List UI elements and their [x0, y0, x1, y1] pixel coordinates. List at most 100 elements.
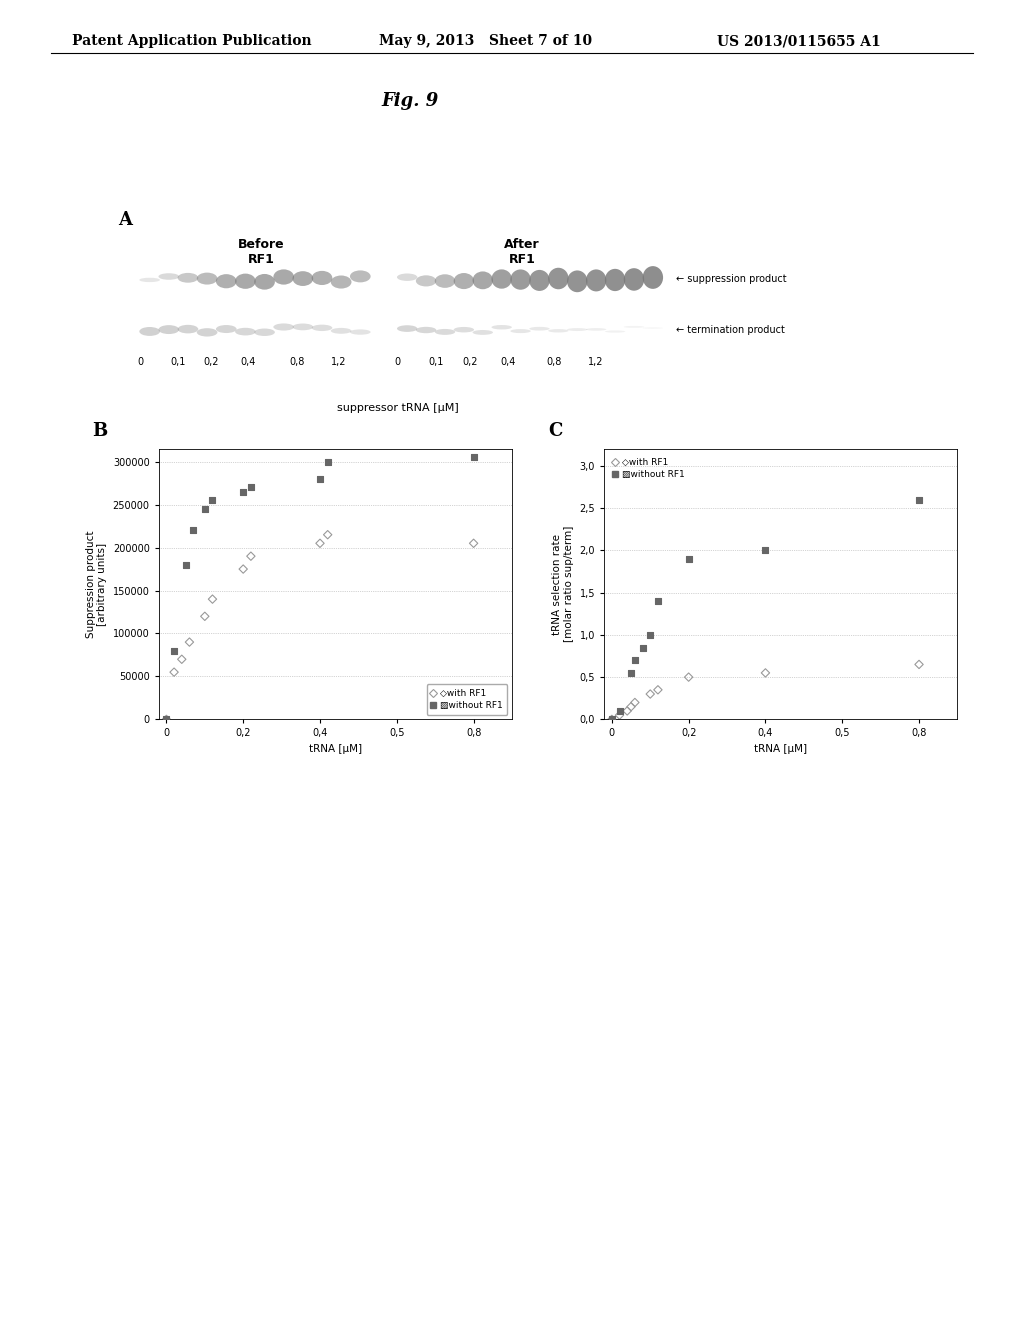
Point: [603, 709, 620, 730]
Text: 0,8: 0,8: [547, 356, 562, 367]
Text: ← suppression product: ← suppression product: [676, 275, 786, 284]
Ellipse shape: [216, 325, 237, 333]
Point: [611, 705, 628, 726]
Point: [311, 469, 328, 490]
Point: [158, 709, 174, 730]
Point: [465, 533, 482, 554]
Point: [911, 488, 928, 510]
Ellipse shape: [293, 323, 313, 330]
Point: [243, 477, 259, 498]
Point: [319, 451, 336, 473]
Ellipse shape: [159, 273, 179, 280]
Ellipse shape: [605, 269, 626, 292]
Ellipse shape: [416, 276, 436, 286]
Text: May 9, 2013   Sheet 7 of 10: May 9, 2013 Sheet 7 of 10: [379, 34, 592, 49]
Text: Fig. 9: Fig. 9: [381, 92, 438, 111]
X-axis label: tRNA [μM]: tRNA [μM]: [755, 744, 807, 754]
Point: [204, 589, 221, 610]
Ellipse shape: [350, 330, 371, 335]
Ellipse shape: [605, 330, 626, 333]
Point: [204, 490, 221, 511]
Ellipse shape: [435, 275, 456, 288]
Legend: ◇with RF1, ▨without RF1: ◇with RF1, ▨without RF1: [608, 453, 689, 484]
Text: US 2013/0115655 A1: US 2013/0115655 A1: [717, 34, 881, 49]
Point: [181, 631, 198, 652]
Text: 0: 0: [137, 356, 143, 367]
Text: 0,2: 0,2: [204, 356, 219, 367]
Text: After
RF1: After RF1: [505, 238, 540, 265]
Ellipse shape: [197, 273, 217, 285]
Text: Before
RF1: Before RF1: [238, 238, 285, 265]
Ellipse shape: [254, 329, 274, 337]
Ellipse shape: [472, 330, 493, 335]
Point: [618, 701, 635, 722]
Point: [173, 648, 190, 669]
Ellipse shape: [510, 269, 530, 289]
Point: [680, 667, 696, 688]
Ellipse shape: [293, 271, 313, 286]
Text: C: C: [548, 422, 562, 441]
Ellipse shape: [529, 327, 550, 330]
Ellipse shape: [548, 268, 568, 289]
Point: [642, 624, 658, 645]
Point: [234, 558, 252, 579]
Ellipse shape: [416, 327, 436, 333]
Ellipse shape: [492, 325, 512, 330]
Point: [243, 545, 259, 566]
Ellipse shape: [177, 273, 199, 282]
Point: [680, 548, 696, 569]
Ellipse shape: [643, 267, 664, 289]
Ellipse shape: [548, 329, 568, 333]
Point: [649, 590, 666, 611]
Legend: ◇with RF1, ▨without RF1: ◇with RF1, ▨without RF1: [427, 684, 508, 715]
Point: [158, 709, 174, 730]
Ellipse shape: [454, 327, 474, 333]
Text: suppressor tRNA [μM]: suppressor tRNA [μM]: [337, 403, 459, 413]
Point: [197, 606, 213, 627]
Text: 1,2: 1,2: [589, 356, 604, 367]
Ellipse shape: [254, 275, 274, 289]
Text: 0,8: 0,8: [289, 356, 304, 367]
Point: [649, 680, 666, 701]
Ellipse shape: [216, 275, 237, 288]
Ellipse shape: [350, 271, 371, 282]
Text: B: B: [92, 422, 108, 441]
Ellipse shape: [435, 329, 456, 335]
Ellipse shape: [273, 269, 294, 285]
Text: A: A: [118, 211, 132, 230]
Ellipse shape: [159, 325, 179, 334]
Ellipse shape: [586, 269, 606, 292]
Y-axis label: Suppression product
[arbitrary units]: Suppression product [arbitrary units]: [86, 531, 108, 638]
Ellipse shape: [139, 277, 160, 282]
Ellipse shape: [624, 326, 644, 327]
Text: Patent Application Publication: Patent Application Publication: [72, 34, 311, 49]
Point: [627, 692, 643, 713]
Ellipse shape: [236, 327, 256, 335]
Point: [634, 638, 651, 659]
Ellipse shape: [139, 327, 160, 335]
Text: 0,1: 0,1: [428, 356, 443, 367]
Point: [185, 520, 202, 541]
Text: 0,2: 0,2: [463, 356, 478, 367]
Point: [197, 499, 213, 520]
Text: 1,2: 1,2: [331, 356, 346, 367]
Ellipse shape: [236, 273, 256, 289]
Point: [757, 663, 774, 684]
Ellipse shape: [397, 325, 418, 331]
Text: 0,4: 0,4: [500, 356, 515, 367]
Ellipse shape: [492, 269, 512, 289]
Ellipse shape: [529, 269, 550, 290]
Ellipse shape: [586, 329, 606, 331]
Point: [611, 701, 628, 722]
Ellipse shape: [472, 272, 493, 289]
Point: [757, 540, 774, 561]
Ellipse shape: [454, 273, 474, 289]
Ellipse shape: [643, 327, 664, 329]
Text: 0,4: 0,4: [241, 356, 256, 367]
Point: [623, 663, 639, 684]
Point: [911, 653, 928, 675]
Point: [319, 524, 336, 545]
X-axis label: tRNA [μM]: tRNA [μM]: [309, 744, 361, 754]
Ellipse shape: [177, 325, 199, 334]
Point: [603, 709, 620, 730]
